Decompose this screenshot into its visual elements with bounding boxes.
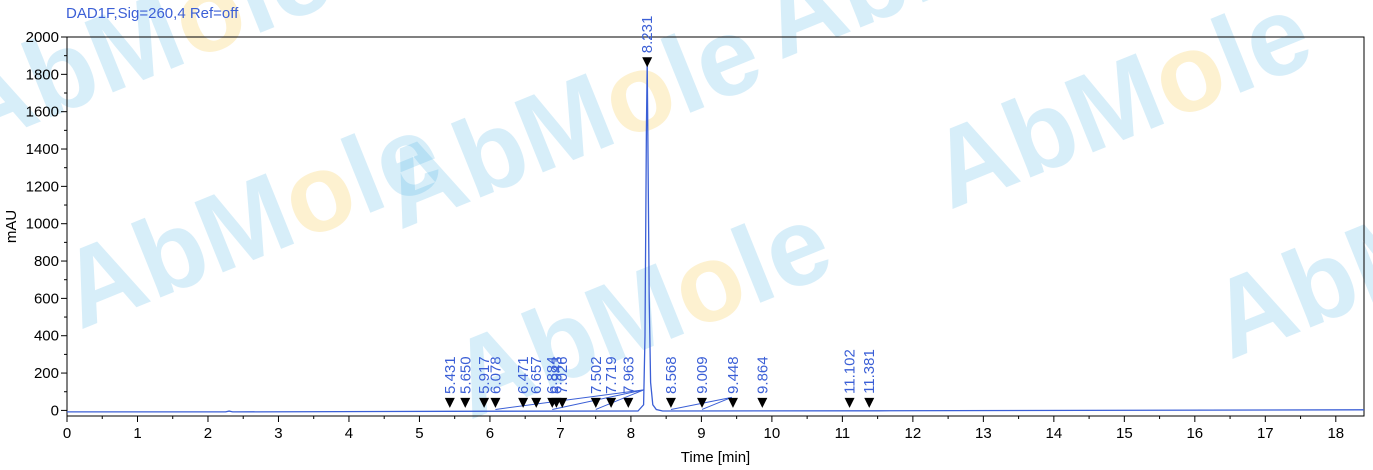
x-tick-label: 9 [697, 425, 705, 442]
peak-label: 11.381 [861, 349, 878, 394]
peak-label: 9.448 [725, 356, 742, 394]
x-tick-label: 17 [1257, 425, 1274, 442]
peak-label: 5.650 [457, 356, 474, 394]
y-tick-label: 400 [34, 328, 59, 345]
peak-label: 7.963 [620, 356, 637, 394]
peak-label: 6.943 [548, 356, 565, 394]
peak-marker [444, 397, 455, 408]
peak-marker [665, 397, 676, 408]
watermark-logo: AbMole [913, 0, 1327, 232]
peak-label: 9.864 [754, 356, 771, 394]
x-tick-label: 1 [133, 425, 141, 442]
x-axis: 0 1 2 3 4 5 6 7 8 9 10 11 12 13 14 15 16 17 18 [63, 416, 1344, 442]
peak-label: 8.231 [639, 16, 656, 54]
peak-label: 6.078 [487, 356, 504, 394]
y-tick-label: 800 [34, 253, 59, 270]
y-tick-label: 1200 [26, 178, 59, 195]
x-tick-label: 3 [274, 425, 282, 442]
chart-title: DAD1F,Sig=260,4 Ref=off [66, 5, 239, 22]
peak-label: 6.884 [544, 356, 561, 394]
watermark-logo: AbMole [43, 89, 457, 352]
peak-label: 6.471 [515, 356, 532, 394]
x-tick-label: 0 [63, 425, 71, 442]
peak-label: 9.009 [694, 356, 711, 394]
y-tick-label: 2000 [26, 29, 59, 46]
y-tick-label: 600 [34, 290, 59, 307]
peak-marker [697, 397, 708, 408]
peak-marker [642, 57, 653, 68]
x-tick-label: 5 [415, 425, 423, 442]
peak-label: 7.502 [588, 356, 605, 394]
x-tick-label: 15 [1116, 425, 1133, 442]
peak-marker [460, 397, 471, 408]
peak-marker [531, 397, 542, 408]
plot-frame [66, 36, 1365, 417]
x-tick-label: 11 [835, 425, 851, 442]
y-tick-label: 1800 [26, 66, 59, 83]
baseline-segment [701, 396, 732, 410]
watermark-logo: AbMole [1193, 119, 1373, 382]
peak-marker [844, 397, 855, 408]
peak-marker [606, 397, 617, 408]
y-axis-title: mAU [3, 210, 20, 243]
y-tick-label: 1400 [26, 141, 59, 158]
peak-marker [557, 397, 568, 408]
y-tick-label: 0 [51, 402, 59, 419]
peak-marker [727, 397, 738, 408]
peak-marker [490, 397, 501, 408]
peak-label: 7.026 [554, 356, 571, 394]
y-tick-label: 200 [34, 365, 59, 382]
peak-label: 7.719 [603, 356, 620, 394]
peak-label: 6.657 [528, 356, 545, 394]
peak-marker [757, 397, 768, 408]
watermark-layer: AbMoleAbMoleAbMoleAbMoleAbMoleAbMoleAbMo… [0, 0, 1373, 442]
y-axis: 0 200 400 600 800 1000 1200 1400 1600 1800 2000 [26, 29, 67, 419]
peak-marker [590, 397, 601, 408]
x-tick-label: 14 [1046, 425, 1063, 442]
peak-label: 11.102 [842, 349, 859, 394]
y-tick-label: 1000 [26, 216, 59, 233]
x-tick-label: 16 [1186, 425, 1203, 442]
baseline-segment [595, 389, 644, 410]
signal-trace [67, 63, 1365, 413]
y-tick-label: 1600 [26, 104, 59, 121]
peak-marker [479, 397, 490, 408]
x-tick-label: 7 [556, 425, 564, 442]
peak-marker [864, 397, 875, 408]
x-axis-title: Time [min] [681, 449, 750, 466]
x-tick-label: 12 [905, 425, 922, 442]
peak-label: 5.431 [442, 356, 459, 394]
x-tick-label: 4 [345, 425, 353, 442]
peak-label: 8.568 [663, 356, 680, 394]
x-tick-label: 6 [486, 425, 494, 442]
peak-marker [518, 397, 529, 408]
baseline-segment [495, 389, 644, 410]
peak-label: 5.917 [476, 356, 493, 394]
peak-marker [623, 397, 634, 408]
x-tick-label: 18 [1327, 425, 1344, 442]
x-tick-label: 10 [764, 425, 781, 442]
x-tick-label: 2 [204, 425, 212, 442]
x-tick-label: 13 [975, 425, 992, 442]
x-tick-label: 8 [627, 425, 635, 442]
